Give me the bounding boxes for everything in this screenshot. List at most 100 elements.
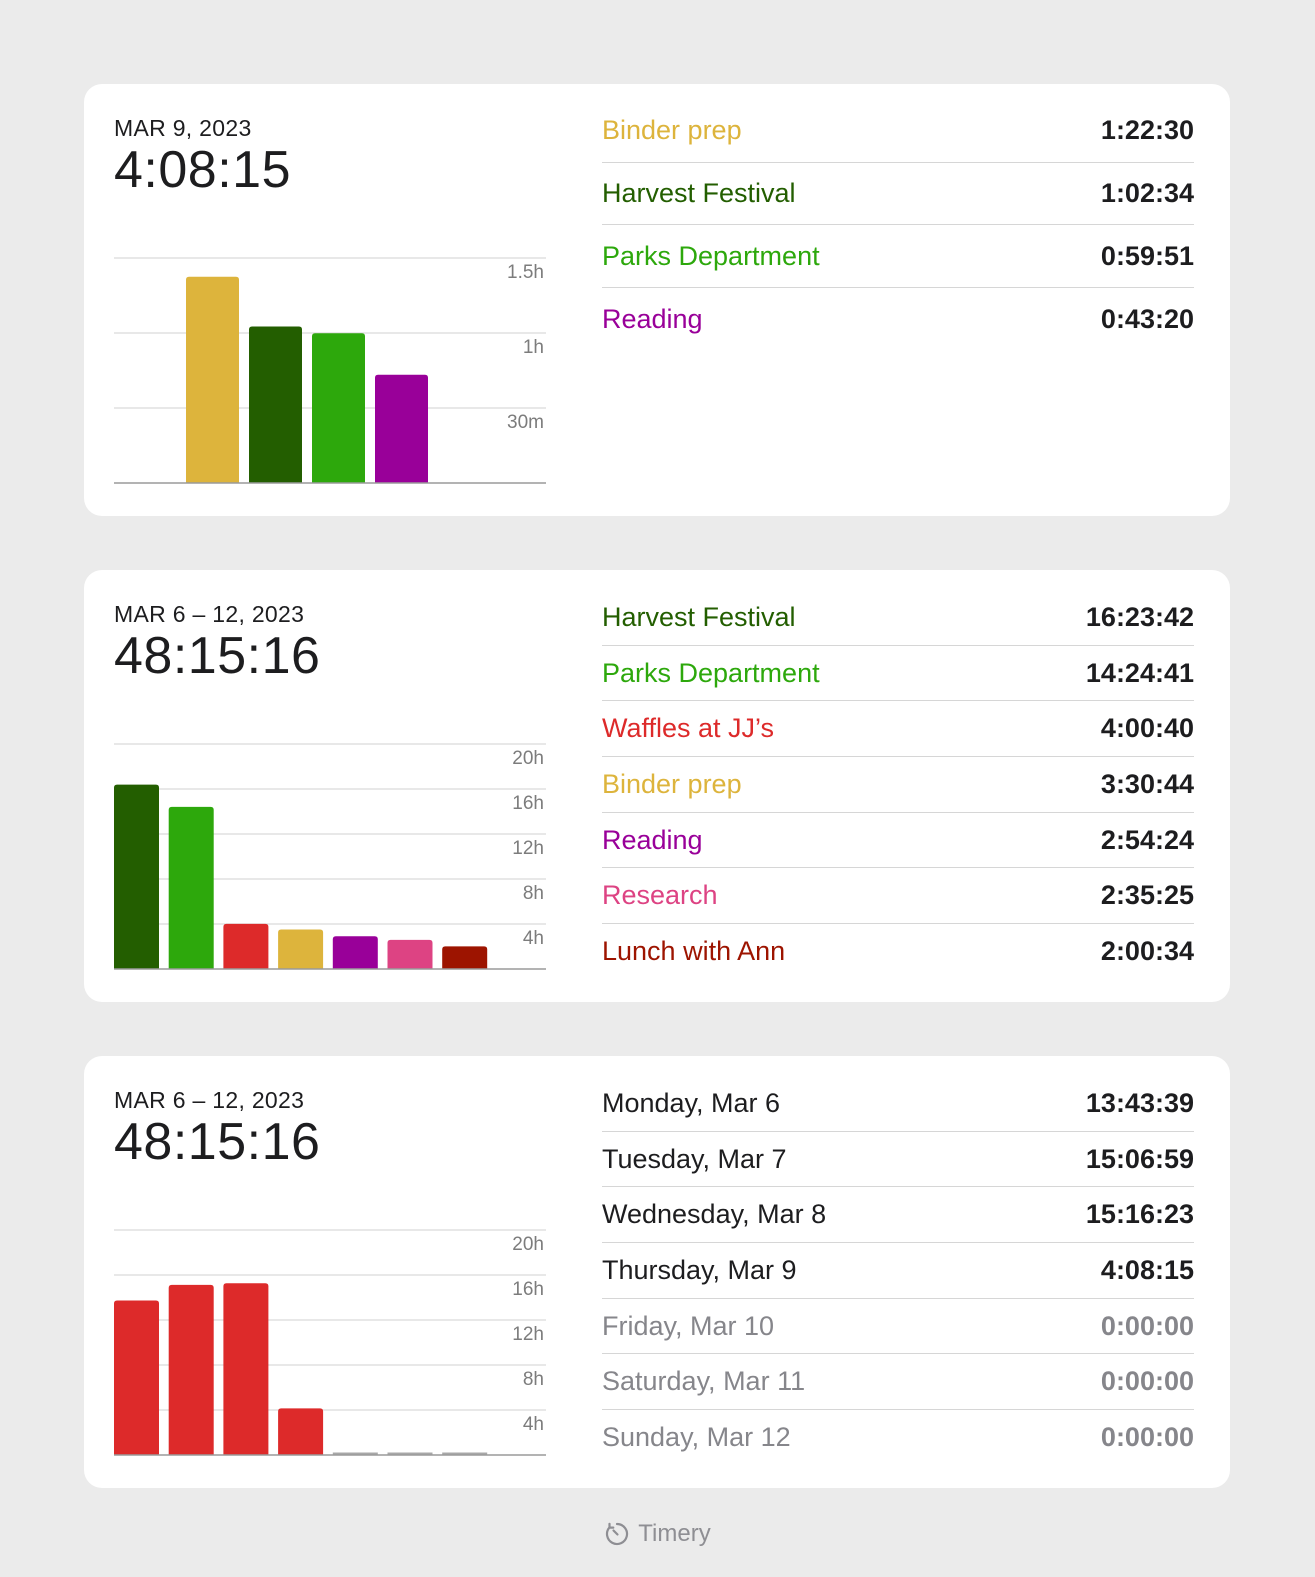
y-tick-label: 12h bbox=[512, 1324, 544, 1345]
total-duration: 48:15:16 bbox=[114, 627, 321, 685]
summary-header: MAR 9, 2023 4:08:15 bbox=[114, 114, 550, 198]
y-tick-label: 12h bbox=[512, 838, 544, 859]
day-label: Saturday, Mar 11 bbox=[602, 1366, 806, 1397]
date-label: MAR 9, 2023 bbox=[114, 115, 252, 141]
project-row: Research 2:35:25 bbox=[602, 868, 1194, 925]
bar bbox=[278, 929, 324, 969]
bar bbox=[114, 1300, 159, 1455]
duration-value: 0:00:00 bbox=[1100, 1366, 1194, 1397]
day-label: Sunday, Mar 12 bbox=[602, 1422, 791, 1453]
summary-header: MAR 6 – 12, 2023 48:15:16 bbox=[114, 1086, 550, 1170]
day-label: Monday, Mar 6 bbox=[602, 1087, 781, 1118]
day-list: Monday, Mar 6 13:43:39 Tuesday, Mar 7 15:06… bbox=[602, 1076, 1194, 1466]
bar bbox=[442, 946, 488, 969]
project-name: Binder prep bbox=[602, 768, 742, 799]
y-tick-label: 16h bbox=[512, 1279, 544, 1300]
bar bbox=[223, 923, 269, 969]
project-name: Reading bbox=[602, 824, 703, 855]
project-name: Parks Department bbox=[602, 657, 820, 688]
day-row: Monday, Mar 6 13:43:39 bbox=[602, 1076, 1194, 1132]
timer-icon bbox=[606, 1522, 629, 1546]
project-name: Reading bbox=[602, 303, 703, 334]
weekly-days-card: MAR 6 – 12, 2023 48:15:16 4h 8h 12h 16h 20h … bbox=[84, 1056, 1230, 1488]
project-name: Binder prep bbox=[602, 115, 742, 146]
bar bbox=[332, 936, 378, 969]
day-label: Tuesday, Mar 7 bbox=[602, 1143, 787, 1174]
y-tick-label: 4h bbox=[523, 928, 544, 949]
duration-value: 13:43:39 bbox=[1085, 1087, 1194, 1118]
project-row: Harvest Festival 16:23:42 bbox=[602, 590, 1194, 646]
bar bbox=[186, 276, 239, 483]
duration-value: 15:16:23 bbox=[1085, 1199, 1194, 1230]
day-row: Saturday, Mar 11 0:00:00 bbox=[602, 1354, 1194, 1411]
day-label: Friday, Mar 10 bbox=[602, 1310, 775, 1341]
y-tick-label: 4h bbox=[523, 1414, 544, 1435]
bar bbox=[278, 1408, 324, 1455]
y-tick-label: 20h bbox=[512, 1234, 544, 1255]
daily-summary-card: MAR 9, 2023 4:08:15 30m 1h 1.5h Binder pre… bbox=[84, 84, 1230, 516]
bar bbox=[312, 333, 365, 483]
project-name: Waffles at JJ’s bbox=[602, 713, 775, 744]
duration-value: 14:24:41 bbox=[1085, 657, 1194, 688]
project-list: Harvest Festival 16:23:42 Parks Department… bbox=[602, 590, 1194, 980]
summary-header: MAR 6 – 12, 2023 48:15:16 bbox=[114, 600, 550, 684]
duration-value: 0:43:20 bbox=[1100, 303, 1194, 334]
app-footer: Timery bbox=[0, 1518, 1315, 1550]
day-row: Friday, Mar 10 0:00:00 bbox=[602, 1299, 1194, 1355]
project-row: Binder prep 3:30:44 bbox=[602, 757, 1194, 813]
duration-value: 4:08:15 bbox=[1100, 1254, 1194, 1285]
bar bbox=[168, 1284, 214, 1455]
date-label: MAR 6 – 12, 2023 bbox=[114, 1087, 305, 1113]
y-tick-label: 1h bbox=[523, 337, 544, 358]
project-name: Research bbox=[602, 880, 718, 911]
y-tick-label: 20h bbox=[512, 748, 544, 769]
duration-value: 0:59:51 bbox=[1100, 240, 1194, 271]
duration-value: 2:35:25 bbox=[1100, 880, 1194, 911]
bar bbox=[168, 806, 214, 969]
project-row: Reading 0:43:20 bbox=[602, 288, 1194, 351]
duration-value: 0:00:00 bbox=[1100, 1422, 1194, 1453]
project-bar-chart: 4h 8h 12h 16h 20h bbox=[114, 743, 546, 970]
day-label: Wednesday, Mar 8 bbox=[602, 1199, 827, 1230]
project-row: Waffles at JJ’s 4:00:40 bbox=[602, 701, 1194, 758]
app-name: Timery bbox=[638, 1520, 711, 1547]
total-duration: 4:08:15 bbox=[114, 141, 291, 199]
duration-value: 2:54:24 bbox=[1100, 824, 1194, 855]
day-row: Sunday, Mar 12 0:00:00 bbox=[602, 1410, 1194, 1466]
project-name: Parks Department bbox=[602, 240, 820, 271]
project-row: Binder prep 1:22:30 bbox=[602, 100, 1194, 163]
date-label: MAR 6 – 12, 2023 bbox=[114, 601, 305, 627]
y-tick-label: 16h bbox=[512, 793, 544, 814]
project-row: Parks Department 0:59:51 bbox=[602, 225, 1194, 289]
y-tick-label: 8h bbox=[523, 883, 544, 904]
bar bbox=[387, 939, 433, 969]
duration-value: 16:23:42 bbox=[1085, 601, 1194, 632]
duration-value: 2:00:34 bbox=[1100, 936, 1194, 967]
duration-value: 4:00:40 bbox=[1100, 713, 1194, 744]
duration-value: 1:02:34 bbox=[1100, 178, 1194, 209]
project-row: Reading 2:54:24 bbox=[602, 813, 1194, 869]
project-list: Binder prep 1:22:30 Harvest Festival 1:02:3… bbox=[602, 100, 1194, 351]
bar bbox=[249, 326, 302, 483]
y-tick-label: 8h bbox=[523, 1369, 544, 1390]
project-row: Lunch with Ann 2:00:34 bbox=[602, 924, 1194, 980]
daily-bar-chart: 4h 8h 12h 16h 20h bbox=[114, 1229, 546, 1456]
project-row: Harvest Festival 1:02:34 bbox=[602, 163, 1194, 226]
day-row: Tuesday, Mar 7 15:06:59 bbox=[602, 1132, 1194, 1188]
day-row: Wednesday, Mar 8 15:16:23 bbox=[602, 1187, 1194, 1244]
day-label: Thursday, Mar 9 bbox=[602, 1254, 797, 1285]
bar bbox=[375, 374, 428, 483]
bar bbox=[223, 1283, 269, 1455]
duration-value: 15:06:59 bbox=[1085, 1143, 1194, 1174]
project-name: Lunch with Ann bbox=[602, 936, 786, 967]
project-row: Parks Department 14:24:41 bbox=[602, 646, 1194, 702]
project-bar-chart: 30m 1h 1.5h bbox=[114, 257, 546, 484]
duration-value: 3:30:44 bbox=[1100, 768, 1194, 799]
bar bbox=[114, 784, 159, 969]
weekly-projects-card: MAR 6 – 12, 2023 48:15:16 4h 8h 12h 16h 20h … bbox=[84, 570, 1230, 1002]
project-name: Harvest Festival bbox=[602, 601, 796, 632]
duration-value: 0:00:00 bbox=[1100, 1310, 1194, 1341]
project-name: Harvest Festival bbox=[602, 178, 796, 209]
day-row: Thursday, Mar 9 4:08:15 bbox=[602, 1243, 1194, 1299]
total-duration: 48:15:16 bbox=[114, 1113, 321, 1171]
